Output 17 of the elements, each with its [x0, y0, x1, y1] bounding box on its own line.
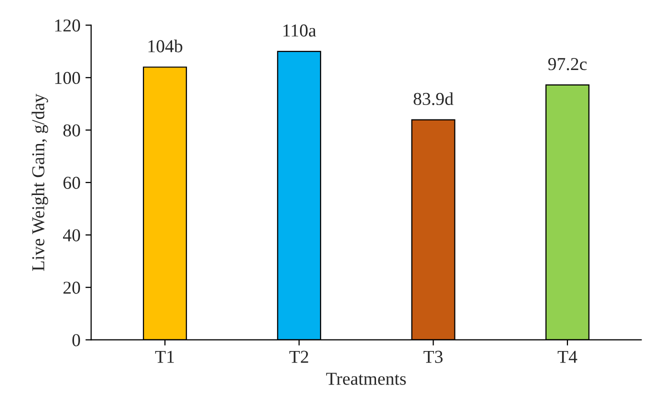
y-tick-label: 20 [63, 282, 80, 294]
data-label: 97.2c [548, 58, 587, 70]
x-tick-label: T4 [558, 350, 578, 363]
y-axis-title: Live Weight Gain, g/day [32, 94, 48, 271]
y-tick-label: 100 [55, 72, 80, 84]
y-tick-label: 0 [72, 334, 80, 346]
data-label: 110a [283, 24, 316, 37]
y-tick-label: 80 [63, 124, 80, 136]
y-tick-label: 60 [63, 176, 80, 189]
x-tick-label: T1 [155, 350, 174, 363]
y-tick-label: 40 [63, 229, 80, 242]
x-axis-title: Treatments [326, 372, 406, 385]
x-tick-label: T3 [424, 350, 443, 363]
data-label: 83.9d [414, 92, 454, 106]
x-tick-label: T2 [289, 350, 308, 363]
data-label: 104b [148, 40, 182, 52]
y-tick-label: 120 [55, 19, 80, 32]
